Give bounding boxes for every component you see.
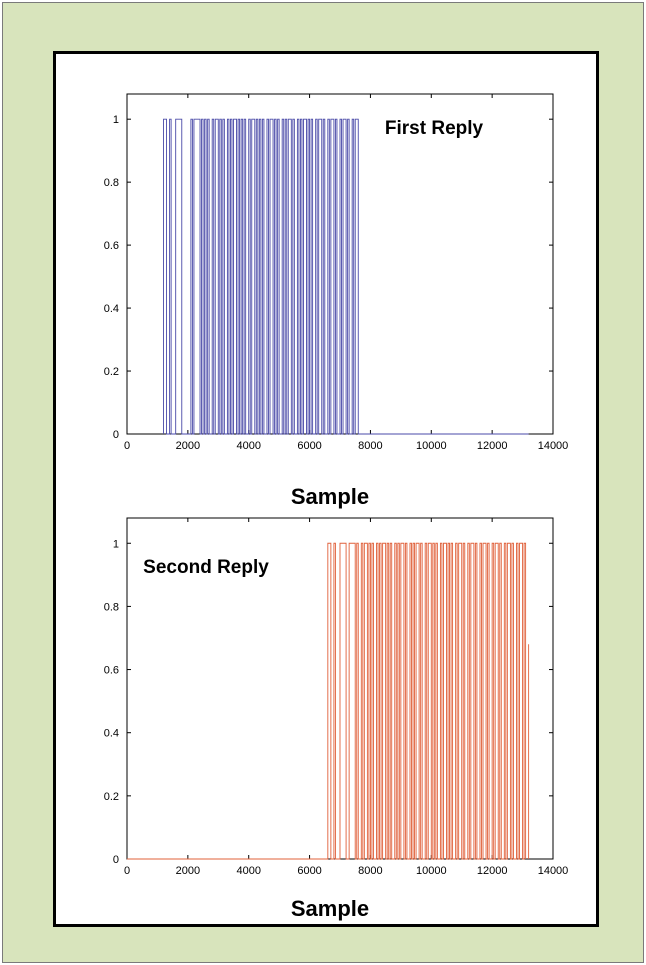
plot-annotation: Second Reply [143,557,269,578]
x-tick-label: 6000 [297,440,321,452]
series-line [163,118,529,435]
x-tick-label: 12000 [477,865,508,877]
y-tick-label: 0.4 [104,728,119,740]
x-tick-label: 4000 [236,440,260,452]
x-tick-label: 8000 [358,865,382,877]
y-tick-label: 1 [113,114,119,126]
y-tick-label: 0.8 [104,177,119,189]
x-tick-label: 14000 [538,440,569,452]
plot-annotation: First Reply [385,118,484,139]
y-tick-label: 0.2 [104,791,119,803]
figure-panel: 0 2000 4000 6000 8000 10000 12000 14000 0 0.2 0.4 0… [53,51,599,927]
x-tick-label: 10000 [416,865,447,877]
y-tick-label: 0.4 [104,303,119,315]
y-tick-label: 0 [113,854,119,866]
x-tick-label: 4000 [236,865,260,877]
x-axis-title: Sample [291,896,369,921]
y-tick-label: 0.8 [104,601,119,613]
y-tick-label: 0 [113,429,119,441]
x-tick-label: 6000 [297,865,321,877]
y-tick-label: 0.6 [104,665,119,677]
x-tick-label: 0 [124,440,130,452]
x-tick-label: 10000 [416,440,447,452]
chart-first-reply: 0 2000 4000 6000 8000 10000 12000 14000 0 0.2 0.4 0… [104,93,569,509]
x-tick-label: 8000 [358,440,382,452]
series-line [127,542,527,860]
y-tick-label: 1 [113,538,119,550]
x-tick-label: 14000 [538,865,569,877]
x-tick-label: 2000 [176,865,200,877]
plots-svg: 0 2000 4000 6000 8000 10000 12000 1400000.20.40… [104,93,569,921]
y-tick-label: 0.6 [104,240,119,252]
chart-second-reply: 0 2000 4000 6000 8000 10000 12000 14000 0 0.2 0.4 0… [104,517,569,921]
x-axis-title: Sample [291,484,369,509]
x-tick-label: 2000 [176,440,200,452]
x-tick-label: 0 [124,865,130,877]
y-tick-label: 0.2 [104,366,119,378]
x-tick-label: 12000 [477,440,508,452]
